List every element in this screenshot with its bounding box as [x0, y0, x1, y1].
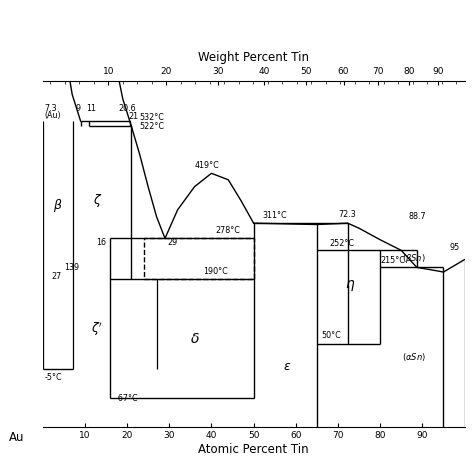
Text: 11: 11 — [86, 104, 96, 113]
Text: $\varepsilon$: $\varepsilon$ — [283, 360, 292, 373]
Text: 311°C: 311°C — [262, 211, 287, 220]
Text: $(\alpha Sn)$: $(\alpha Sn)$ — [402, 351, 426, 364]
Text: 21: 21 — [128, 111, 138, 120]
Text: 522°C: 522°C — [140, 122, 164, 131]
Text: $(\beta Sn)$: $(\beta Sn)$ — [402, 252, 426, 264]
Text: 50°C: 50°C — [321, 331, 341, 340]
Text: Au: Au — [9, 431, 25, 444]
Text: 532°C: 532°C — [140, 113, 164, 122]
Text: 139: 139 — [64, 263, 79, 272]
Text: 419°C: 419°C — [195, 161, 219, 170]
Text: $\delta$: $\delta$ — [190, 332, 200, 346]
Text: $\zeta'$: $\zeta'$ — [91, 321, 104, 338]
Text: $\beta$: $\beta$ — [53, 197, 62, 214]
Text: 252°C: 252°C — [329, 238, 355, 247]
Text: 72.3: 72.3 — [339, 210, 356, 219]
Text: $\eta$: $\eta$ — [346, 278, 356, 293]
Text: 16: 16 — [96, 238, 106, 247]
Text: 95: 95 — [450, 243, 460, 252]
Text: $\zeta$: $\zeta$ — [93, 192, 102, 209]
Text: (Au): (Au) — [44, 111, 61, 119]
Text: 215°C: 215°C — [380, 256, 405, 265]
Text: -5°C: -5°C — [45, 373, 63, 382]
Text: 20.6: 20.6 — [118, 104, 136, 113]
Text: 190°C: 190°C — [203, 267, 228, 276]
X-axis label: Atomic Percent Tin: Atomic Percent Tin — [198, 443, 309, 456]
Text: 29: 29 — [167, 238, 177, 247]
Text: 88.7: 88.7 — [408, 212, 426, 221]
Text: 9: 9 — [76, 104, 81, 113]
Text: 27: 27 — [51, 272, 61, 281]
X-axis label: Weight Percent Tin: Weight Percent Tin — [198, 51, 309, 64]
Bar — [144, 238, 254, 279]
Text: 7.3: 7.3 — [44, 104, 56, 113]
Text: 278°C: 278°C — [216, 226, 240, 235]
Text: -67°C: -67°C — [116, 394, 138, 403]
